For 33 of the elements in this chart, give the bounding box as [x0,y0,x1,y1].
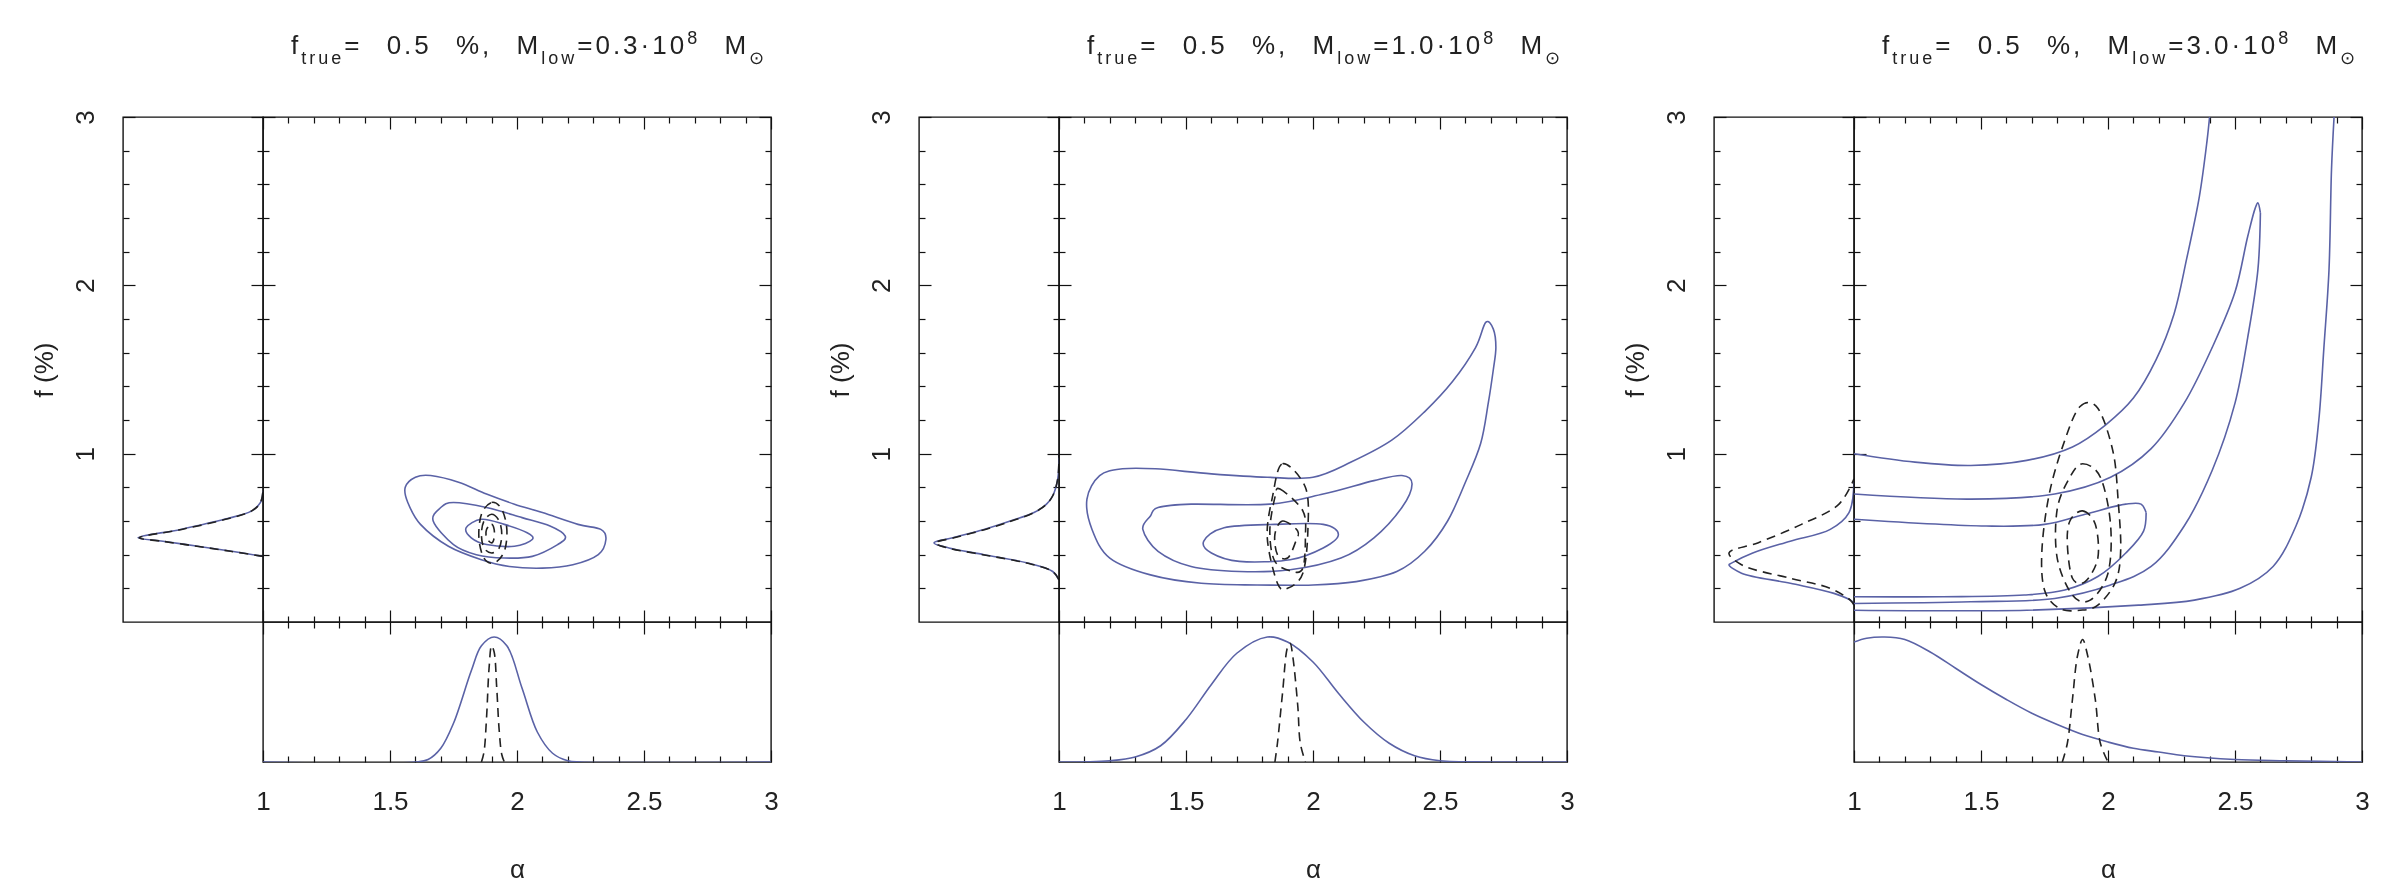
y-tick-label: 3 [1660,110,1691,125]
x-axis-title: α [1305,853,1322,884]
x-tick-label: 2 [510,785,525,816]
chart-title: f$_{true}$= 0.5 %, M$_{low}$=1.0·10$^{8}$ M$_{⊙}$ [1086,28,1564,68]
x-tick-label: 1.5 [1963,785,2000,816]
x-tick-label: 2 [2101,785,2116,816]
x-tick-label: 1 [1847,785,1862,816]
x-tick-label: 2 [1306,785,1321,816]
x-tick-label: 2.5 [1422,785,1459,816]
y-axis-title: f (%) [28,342,59,398]
x-tick-label: 2.5 [626,785,663,816]
x-tick-label: 2.5 [2217,785,2254,816]
y-tick-label: 2 [69,278,100,294]
y-tick-label: 2 [1660,278,1691,294]
y-tick-label: 1 [1660,446,1691,462]
y-tick-label: 2 [865,278,896,294]
x-tick-label: 1 [256,785,271,816]
y-tick-label: 1 [69,446,100,462]
y-tick-label: 3 [865,110,896,125]
x-tick-label: 1.5 [1168,785,1205,816]
x-tick-label: 1.5 [372,785,409,816]
y-tick-label: 3 [69,110,100,125]
x-tick-label: 3 [2355,785,2370,816]
y-axis-title: f (%) [824,342,855,398]
x-axis-title: α [509,853,526,884]
x-tick-label: 1 [1052,785,1067,816]
chart-title: f$_{true}$= 0.5 %, M$_{low}$=3.0·10$^{8}$ M$_{⊙}$ [1881,28,2359,68]
y-axis-title: f (%) [1619,342,1650,398]
x-tick-label: 3 [1560,785,1575,816]
x-axis-title: α [2100,853,2117,884]
chart-title: f$_{true}$= 0.5 %, M$_{low}$=0.3·10$^{8}$ M$_{⊙}$ [290,28,768,68]
x-tick-label: 3 [764,785,779,816]
y-tick-label: 1 [865,446,896,462]
